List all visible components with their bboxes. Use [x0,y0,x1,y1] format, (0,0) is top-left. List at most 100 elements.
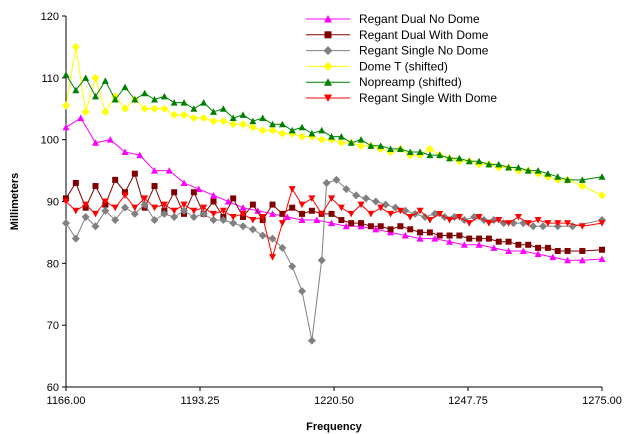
data-point [131,170,138,177]
data-point [122,189,129,196]
data-point [417,229,424,236]
data-point [190,207,198,215]
data-point [397,223,404,230]
data-point [151,167,159,174]
data-point [269,120,277,128]
data-point [446,238,454,245]
data-point [165,167,173,174]
legend-label: Nopreamp (shifted) [359,75,462,89]
axes: 60 70 80 90 100 110 120 1166.00 1193.25 1220.50 12… [41,11,622,407]
data-point [485,235,492,242]
data-point [460,241,468,248]
data-point [62,198,70,205]
data-point [160,201,168,209]
data-point [209,216,218,225]
data-point [258,231,267,240]
data-point [170,99,178,106]
data-point [371,197,380,206]
data-point [554,247,561,254]
data-point [318,210,326,218]
data-point [391,203,400,212]
data-point [91,222,100,231]
data-point [347,210,355,218]
data-point [524,220,532,227]
y-axis-title: Millimeters [9,173,21,230]
data-point [519,247,527,254]
data-point [140,200,149,209]
data-point [396,145,404,152]
data-point [210,191,218,199]
data-point [308,195,316,202]
y-tick-label: 70 [47,320,59,332]
y-tick-label: 100 [41,135,59,147]
data-point [239,111,247,118]
data-point [406,148,414,156]
data-point [219,216,228,225]
data-point [299,210,306,217]
data-point [62,71,70,78]
data-point [136,151,144,159]
legend-label: Regant Dual No Dome [359,12,480,26]
data-point [131,95,139,103]
data-point [268,234,277,243]
series-4 [62,71,606,183]
data-point [121,192,129,199]
data-point [579,247,586,254]
data-point [248,123,257,132]
data-point [578,223,586,230]
data-point [475,157,483,165]
data-point [475,241,483,248]
data-point [317,256,326,265]
data-point [357,136,365,143]
data-point [514,213,522,221]
data-point [554,173,562,180]
data-point [279,210,286,217]
data-point [338,217,345,224]
data-point [367,142,375,149]
data-point [524,167,532,174]
data-point [525,241,532,248]
data-point [151,204,159,212]
data-point [62,101,70,110]
x-tick-label: 1220.50 [314,395,354,407]
data-point [535,244,542,251]
data-point [112,176,119,183]
data-point [495,238,502,245]
data-point [82,74,90,81]
data-point [337,133,345,140]
data-point [308,129,316,137]
data-point [426,151,434,159]
data-point [101,107,110,116]
y-tick-label: 120 [41,11,59,23]
data-point [239,204,247,211]
legend-label: Regant Dual With Dome [359,28,489,42]
data-point [278,243,287,252]
data-point [249,217,257,224]
data-point [426,229,433,236]
data-point [160,209,169,218]
data-point [180,99,188,106]
data-point [288,186,296,193]
x-tick-label: 1275.00 [582,395,622,407]
series-layer [62,42,606,345]
data-point [599,246,605,253]
data-point [323,61,333,71]
data-point [317,135,326,144]
data-point [141,195,149,202]
data-point [352,191,361,200]
y-tick-label: 60 [47,382,59,394]
data-point [111,95,119,103]
data-point [121,104,130,113]
legend-entry: Dome T (shifted) [306,59,448,73]
data-point [298,287,307,296]
data-point [466,235,473,242]
data-point [111,216,120,225]
data-point [259,114,267,122]
series-line [65,46,603,196]
data-point [544,220,552,227]
data-point [121,203,130,212]
data-point [189,114,198,123]
data-point [190,189,197,196]
data-point [77,114,85,122]
